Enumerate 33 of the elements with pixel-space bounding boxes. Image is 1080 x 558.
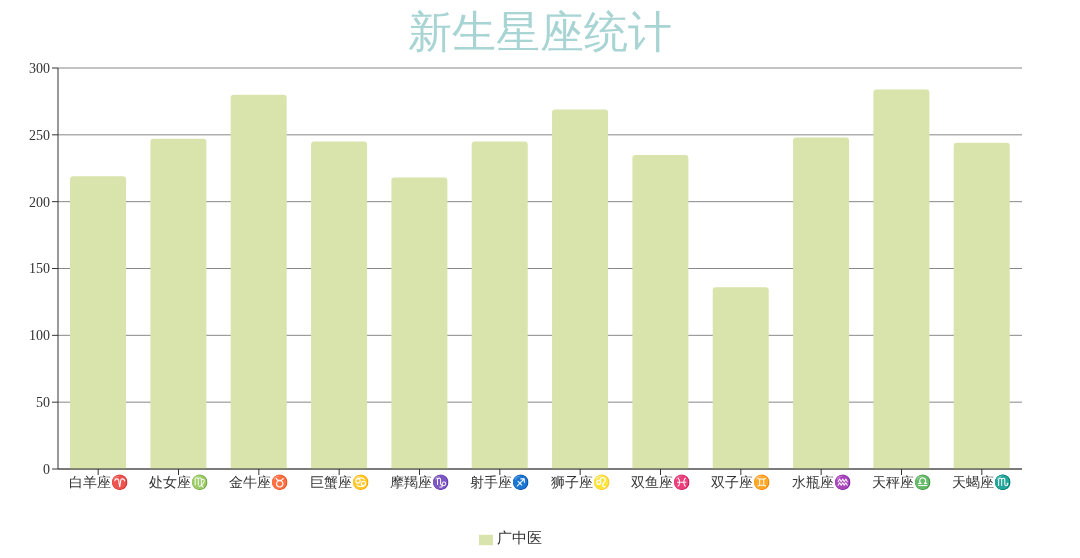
bar [391,177,448,469]
x-tick-label: 双鱼座♓ [631,473,690,491]
x-tick-label: 白羊座♈ [68,473,128,491]
x-tick-label: 处女座♍ [149,473,208,491]
bar [873,89,930,469]
x-tick-label: 双子座♊ [711,473,771,491]
y-tick-label: 50 [36,395,50,411]
bar [552,109,609,469]
bar [70,176,127,469]
y-tick-label: 300 [29,60,50,76]
bar [471,141,528,469]
y-tick-label: 250 [29,127,50,143]
chart-title: 新生星座统计 [407,8,673,58]
bar [311,141,368,469]
legend-label: 广中医 [496,530,542,546]
x-tick-label: 狮子座♌ [550,473,610,491]
y-tick-label: 100 [29,328,50,344]
x-tick-label: 巨蟹座♋ [309,473,369,491]
x-tick-label: 水瓶座♒ [791,473,851,491]
bar [632,154,689,469]
y-tick-label: 0 [43,461,50,477]
y-tick-label: 150 [29,261,50,277]
bar [793,137,850,469]
x-tick-label: 天蝎座♏ [952,473,1012,491]
y-tick-label: 200 [29,194,50,210]
x-tick-label: 摩羯座♑ [390,473,449,491]
x-tick-label: 天秤座♎ [872,473,931,491]
x-tick-label: 射手座♐ [470,473,530,491]
bar [230,94,287,469]
bar [712,287,769,469]
x-tick-label: 金牛座♉ [229,473,289,491]
bar [150,138,207,469]
bar [953,142,1010,469]
